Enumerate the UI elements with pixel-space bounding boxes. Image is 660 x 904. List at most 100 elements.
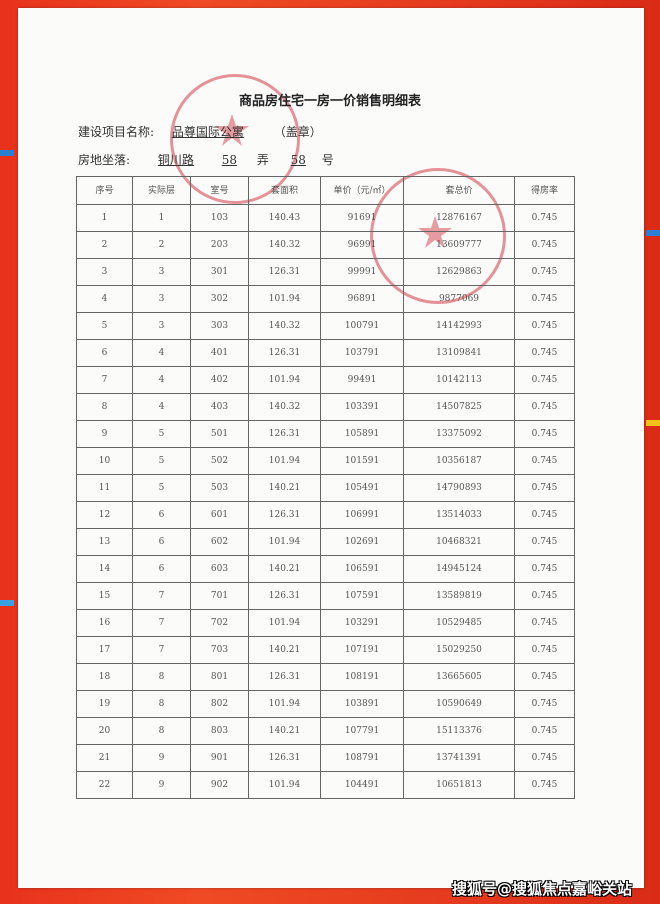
table-cell: 301 xyxy=(190,258,249,286)
table-cell: 126.31 xyxy=(248,744,321,772)
table-cell: 126.31 xyxy=(248,339,321,367)
table-cell: 10529485 xyxy=(403,609,515,637)
table-cell: 10590649 xyxy=(403,690,515,718)
table-cell: 101591 xyxy=(320,447,404,475)
table-cell: 20 xyxy=(76,717,133,745)
table-cell: 6 xyxy=(132,528,191,556)
table-cell: 503 xyxy=(190,474,249,502)
table-cell: 9 xyxy=(132,744,191,772)
table-cell: 0.745 xyxy=(514,528,575,556)
table-cell: 103291 xyxy=(320,609,404,637)
table-cell: 13609777 xyxy=(403,231,515,259)
table-cell: 602 xyxy=(190,528,249,556)
table-cell: 4 xyxy=(132,393,191,421)
table-cell: 5 xyxy=(132,474,191,502)
table-cell: 3 xyxy=(132,258,191,286)
table-cell: 10142113 xyxy=(403,366,515,394)
table-cell: 14790893 xyxy=(403,474,515,502)
decorative-stripe xyxy=(646,420,660,426)
table-cell: 140.21 xyxy=(248,636,321,664)
table-cell: 0.745 xyxy=(514,339,575,367)
table-cell: 9 xyxy=(76,420,133,448)
table-cell: 4 xyxy=(76,285,133,313)
column-header: 套面积 xyxy=(248,176,321,205)
table-cell: 0.745 xyxy=(514,663,575,691)
table-cell: 100791 xyxy=(320,312,404,340)
table-cell: 801 xyxy=(190,663,249,691)
table-cell: 107791 xyxy=(320,717,404,745)
table-cell: 0.745 xyxy=(514,771,575,799)
table-cell: 107191 xyxy=(320,636,404,664)
table-cell: 6 xyxy=(132,501,191,529)
table-row: 7 4 402 101.94 99491 10142113 0.745 xyxy=(76,366,575,394)
table-row: 2 2 203 140.32 96991 13609777 0.745 xyxy=(76,231,575,259)
table-cell: 8 xyxy=(132,663,191,691)
table-row: 5 3 303 140.32 100791 14142993 0.745 xyxy=(76,312,575,340)
table-row: 15 7 701 126.31 107591 13589819 0.745 xyxy=(76,582,575,610)
table-cell: 902 xyxy=(190,771,249,799)
table-cell: 106591 xyxy=(320,555,404,583)
table-cell: 10651813 xyxy=(403,771,515,799)
table-cell: 403 xyxy=(190,393,249,421)
table-cell: 126.31 xyxy=(248,582,321,610)
table-cell: 101.94 xyxy=(248,366,321,394)
table-cell: 12629863 xyxy=(403,258,515,286)
table-cell: 4 xyxy=(132,339,191,367)
column-header: 套总价 xyxy=(403,176,515,205)
seal-note: （盖章） xyxy=(273,125,322,139)
table-header-row: 序号 实际层 室号 套面积 单价（元/㎡） 套总价 得房率 xyxy=(76,176,575,205)
table-cell: 0.745 xyxy=(514,744,575,772)
table-cell: 105491 xyxy=(320,474,404,502)
table-cell: 17 xyxy=(76,636,133,664)
table-cell: 10 xyxy=(76,447,133,475)
table-row: 4 3 302 101.94 96891 9877069 0.745 xyxy=(76,285,575,313)
table-cell: 15113376 xyxy=(403,717,515,745)
table-cell: 8 xyxy=(76,393,133,421)
table-cell: 901 xyxy=(190,744,249,772)
table-row: 1 1 103 140.43 91691 12876167 0.745 xyxy=(76,204,575,232)
table-cell: 2 xyxy=(132,231,191,259)
table-cell: 103 xyxy=(190,204,249,232)
table-cell: 19 xyxy=(76,690,133,718)
table-row: 12 6 601 126.31 106991 13514033 0.745 xyxy=(76,501,575,529)
table-cell: 140.21 xyxy=(248,474,321,502)
table-cell: 601 xyxy=(190,501,249,529)
table-cell: 126.31 xyxy=(248,258,321,286)
table-cell: 502 xyxy=(190,447,249,475)
table-cell: 802 xyxy=(190,690,249,718)
table-cell: 0.745 xyxy=(514,231,575,259)
table-cell: 6 xyxy=(132,555,191,583)
table-cell: 1 xyxy=(132,204,191,232)
table-cell: 15029250 xyxy=(403,636,515,664)
table-cell: 108791 xyxy=(320,744,404,772)
table-cell: 13375092 xyxy=(403,420,515,448)
table-cell: 14507825 xyxy=(403,393,515,421)
table-cell: 0.745 xyxy=(514,690,575,718)
table-cell: 103791 xyxy=(320,339,404,367)
table-cell: 11 xyxy=(76,474,133,502)
table-cell: 302 xyxy=(190,285,249,313)
table-row: 14 6 603 140.21 106591 14945124 0.745 xyxy=(76,555,575,583)
table-cell: 105891 xyxy=(320,420,404,448)
table-cell: 1 xyxy=(76,204,133,232)
table-cell: 5 xyxy=(132,420,191,448)
table-cell: 13109841 xyxy=(403,339,515,367)
table-cell: 126.31 xyxy=(248,420,321,448)
table-row: 13 6 602 101.94 102691 10468321 0.745 xyxy=(76,528,575,556)
table-cell: 107591 xyxy=(320,582,404,610)
column-header: 室号 xyxy=(190,176,249,205)
table-cell: 203 xyxy=(190,231,249,259)
watermark: 搜狐号@搜狐焦点嘉峪关站 xyxy=(451,880,632,898)
table-cell: 12876167 xyxy=(403,204,515,232)
decorative-stripe xyxy=(0,150,14,156)
column-header: 实际层 xyxy=(132,176,191,205)
table-cell: 126.31 xyxy=(248,663,321,691)
table-row: 19 8 802 101.94 103891 10590649 0.745 xyxy=(76,690,575,718)
table-cell: 16 xyxy=(76,609,133,637)
table-cell: 21 xyxy=(76,744,133,772)
table-cell: 13 xyxy=(76,528,133,556)
table-cell: 96891 xyxy=(320,285,404,313)
table-cell: 9877069 xyxy=(403,285,515,313)
table-cell: 22 xyxy=(76,771,133,799)
table-cell: 7 xyxy=(132,609,191,637)
